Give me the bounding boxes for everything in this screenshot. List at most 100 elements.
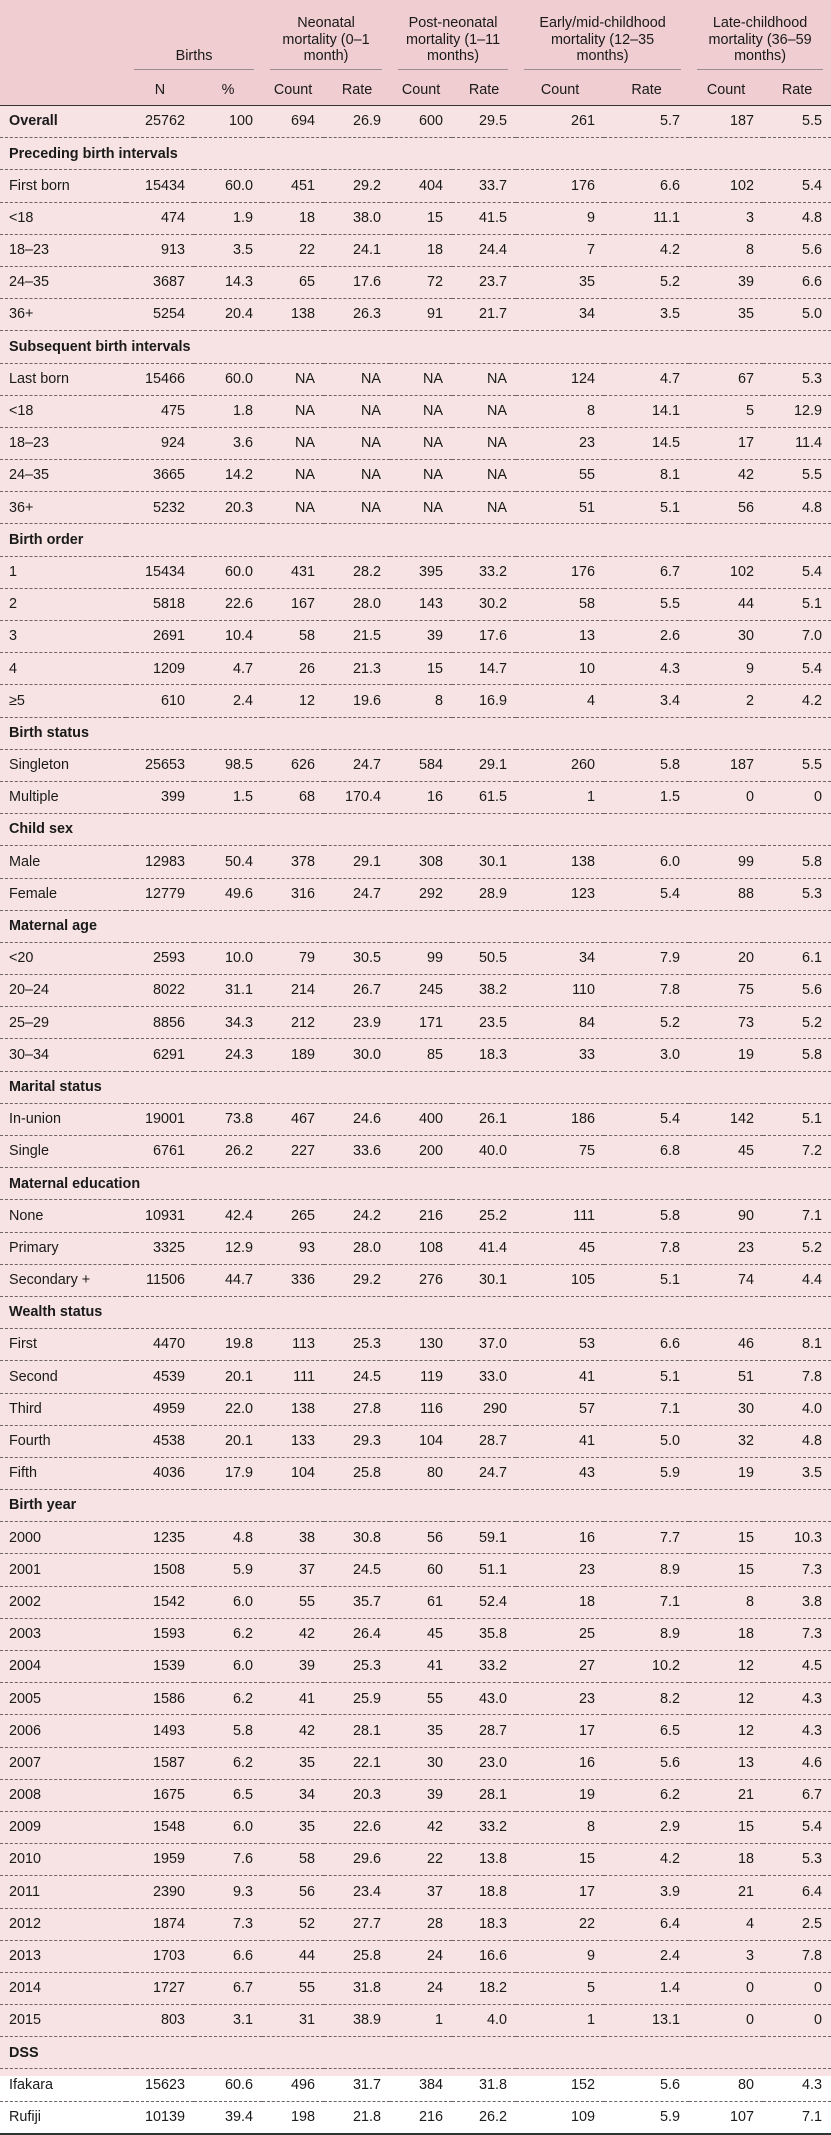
table-cell: 6.6 [604,1328,690,1362]
table-cell: 600 [390,105,453,139]
table-row: 20–24 8022 31.1 214 26.7 245 38.2 110 7.8 75 5.6 [0,974,831,1008]
table-cell: 1959 [126,1843,194,1877]
row-label: 2008 [0,1779,126,1812]
table-cell: 41 [390,1650,453,1684]
table-cell: 15 [689,1811,764,1845]
table-cell: 7.8 [604,974,690,1008]
table-cell: 31.1 [194,974,263,1008]
table-cell: 20.3 [194,491,263,525]
table-cell: NA [262,459,325,493]
table-cell: 15 [516,1843,605,1877]
table-cell: 35 [689,298,764,332]
table-cell: 99 [689,845,764,879]
table-cell: 4.5 [763,1650,831,1684]
table-cell: 27 [516,1650,605,1684]
table-cell: 41 [262,1682,325,1716]
table-cell: 44.7 [194,1264,263,1297]
table-cell: 152 [516,2068,605,2102]
table-cell: 3687 [126,266,194,300]
table-cell: 110 [516,974,605,1008]
table-cell: 57 [516,1393,605,1426]
table-cell: 7.3 [763,1618,831,1652]
table-cell: 1539 [126,1650,194,1684]
table-cell: 5.4 [763,1811,831,1845]
section-title: Maternal age [0,910,831,943]
table-cell: 22.6 [324,1811,391,1845]
table-cell: 143 [390,588,453,622]
table-cell: 12.9 [763,395,831,428]
table-cell: 138 [262,298,325,332]
table-cell: 11.4 [763,427,831,461]
table-cell: 19001 [126,1103,194,1137]
table-cell: 28.0 [324,588,391,622]
table-cell: 26.4 [324,1618,391,1652]
table-cell: 29.3 [324,1425,391,1458]
table-cell: 79 [262,942,325,976]
table-cell: 24.6 [324,1103,391,1137]
table-cell: 6.8 [604,1135,690,1169]
table-cell: 316 [262,878,325,911]
table-cell: 44 [689,588,764,622]
table-cell: 52 [262,1908,325,1941]
table-cell: 28.1 [452,1779,517,1812]
table-cell: 2593 [126,942,194,976]
table-cell: 6.2 [194,1682,263,1716]
row-label: Third [0,1393,126,1426]
table-cell: 80 [390,1457,453,1491]
table-cell: 431 [262,556,325,589]
table-cell: 18 [689,1618,764,1652]
table-cell: 8856 [126,1006,194,1040]
table-cell: 15434 [126,169,194,203]
table-cell: 35 [262,1747,325,1780]
table-cell: 276 [390,1264,453,1297]
table-cell: 227 [262,1135,325,1169]
table-cell: 5.8 [763,1038,831,1072]
table-row: 18–23 913 3.5 22 24.1 18 24.4 7 4.2 8 5.6 [0,234,831,267]
table-cell: 46 [689,1328,764,1362]
table-cell: 30.2 [452,588,517,622]
table-cell: 59.1 [452,1521,517,1555]
table-cell: 104 [262,1457,325,1491]
table-cell: 5.0 [763,298,831,332]
table-cell: NA [452,363,517,396]
table-row: 2004 1539 6.0 39 25.3 41 33.2 27 10.2 12 4.5 [0,1650,831,1684]
table-row: <18 475 1.8 NA NA NA NA 8 14.1 5 12.9 [0,395,831,428]
table-cell: 1727 [126,1972,194,2006]
table-row: Last born 15466 60.0 NA NA NA NA 124 4.7 67 5.3 [0,363,831,396]
table-cell: 28.0 [324,1232,391,1265]
table-cell: 28.9 [452,878,517,911]
row-label: In-union [0,1103,126,1137]
table-cell: 1587 [126,1747,194,1780]
table-cell: 5254 [126,298,194,332]
table-cell: 51 [689,1360,764,1394]
table-cell: 7.0 [763,620,831,654]
table-cell: 98.5 [194,749,263,782]
table-cell: 290 [452,1393,517,1426]
table-cell: 3.5 [604,298,690,332]
table-cell: 475 [126,395,194,428]
row-label: 30–34 [0,1038,126,1072]
table-cell: 21 [689,1779,764,1812]
subheader-count: Count [262,72,325,106]
table-cell: 50.5 [452,942,517,976]
row-label: 2009 [0,1811,126,1845]
table-cell: 1.5 [604,781,690,815]
row-label: ≥5 [0,684,126,718]
table-cell: 124 [516,363,605,396]
table-cell: 72 [390,266,453,300]
row-label: 2010 [0,1843,126,1877]
table-cell: 100 [194,105,263,139]
table-cell: 56 [689,491,764,525]
table-cell: 24.5 [324,1360,391,1394]
table-cell: 3.1 [194,2004,263,2038]
row-label: Female [0,878,126,911]
table-cell: 7.8 [604,1232,690,1265]
table-cell: 451 [262,169,325,203]
table-cell: 5.4 [763,556,831,589]
table-cell: 24.1 [324,234,391,267]
table-cell: 167 [262,588,325,622]
table-cell: 3.6 [194,427,263,461]
table-cell: 5.7 [604,105,690,139]
table-cell: 7.9 [604,942,690,976]
table-cell: 14.2 [194,459,263,493]
